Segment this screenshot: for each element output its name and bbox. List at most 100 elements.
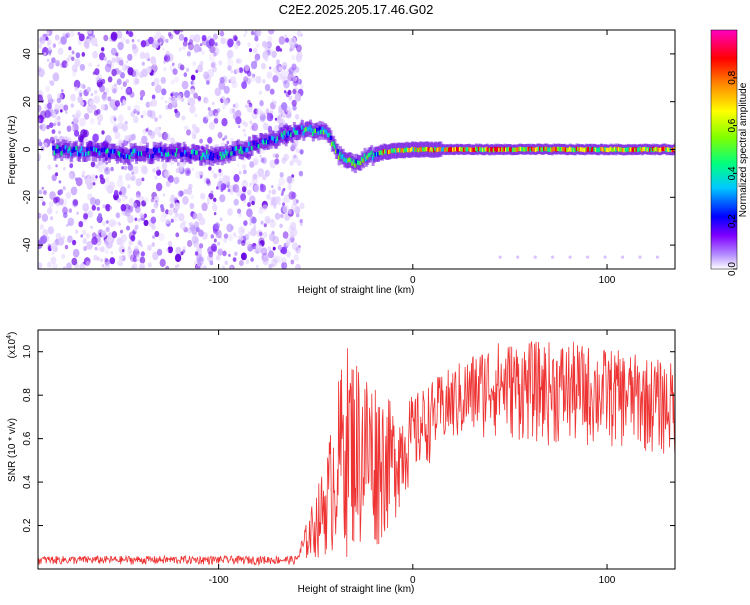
noise-speckle xyxy=(235,68,240,74)
noise-speckle xyxy=(70,126,75,131)
noise-speckle xyxy=(282,65,287,71)
noise-speckle xyxy=(82,170,86,175)
noise-speckle xyxy=(234,102,239,109)
noise-speckle xyxy=(155,182,163,192)
noise-speckle xyxy=(102,220,107,227)
noise-speckle xyxy=(112,123,120,133)
noise-speckle xyxy=(175,246,182,255)
noise-speckle xyxy=(74,177,78,181)
noise-speckle xyxy=(90,37,98,46)
noise-speckle xyxy=(286,176,293,184)
noise-speckle xyxy=(104,183,110,191)
noise-speckle xyxy=(127,163,134,171)
noise-speckle xyxy=(54,34,60,41)
noise-speckle xyxy=(169,203,174,209)
noise-speckle xyxy=(100,246,105,253)
noise-speckle xyxy=(143,219,149,227)
noise-speckle xyxy=(243,121,248,128)
noise-speckle xyxy=(278,118,286,128)
noise-speckle xyxy=(214,87,222,97)
noise-speckle xyxy=(227,208,233,216)
noise-speckle xyxy=(135,194,140,199)
noise-speckle xyxy=(259,154,262,159)
noise-speckle xyxy=(208,38,215,47)
noise-speckle xyxy=(116,197,122,203)
noise-speckle xyxy=(134,224,139,230)
noise-speckle xyxy=(282,231,289,239)
noise-speckle xyxy=(241,163,247,170)
noise-speckle xyxy=(177,190,183,198)
noise-speckle xyxy=(127,53,133,61)
noise-speckle xyxy=(119,240,125,247)
noise-speckle xyxy=(152,71,156,76)
noise-speckle xyxy=(223,99,229,106)
noise-speckle xyxy=(234,251,238,257)
snr-series-line xyxy=(38,341,675,566)
noise-speckle xyxy=(39,224,44,230)
noise-speckle xyxy=(90,197,97,206)
noise-speckle xyxy=(207,254,214,263)
noise-speckle xyxy=(287,209,292,215)
noise-speckle xyxy=(80,83,84,89)
noise-speckle xyxy=(291,191,297,199)
noise-speckle xyxy=(281,261,288,269)
noise-speckle xyxy=(169,33,174,40)
noise-speckle xyxy=(210,190,214,194)
noise-speckle xyxy=(193,34,201,43)
noise-speckle xyxy=(220,37,226,45)
noise-speckle xyxy=(107,96,112,102)
noise-speckle xyxy=(197,256,204,266)
noise-speckle xyxy=(127,214,134,224)
noise-speckle xyxy=(283,90,287,94)
noise-speckle xyxy=(145,128,149,132)
noise-speckle xyxy=(190,88,196,95)
noise-speckle xyxy=(113,189,119,196)
noise-speckle xyxy=(117,41,124,51)
noise-speckle xyxy=(180,30,184,33)
noise-speckle xyxy=(58,130,62,135)
noise-speckle xyxy=(212,204,218,212)
noise-speckle xyxy=(125,65,129,70)
noise-speckle xyxy=(268,250,275,259)
noise-speckle xyxy=(58,180,62,184)
noise-speckle xyxy=(118,191,122,196)
snr-ytick-label: 1.0 xyxy=(22,344,33,358)
noise-speckle xyxy=(296,213,300,218)
noise-speckle xyxy=(291,55,296,61)
noise-speckle xyxy=(51,110,57,117)
noise-speckle xyxy=(174,202,181,211)
noise-speckle xyxy=(170,218,174,223)
noise-speckle xyxy=(272,246,276,251)
noise-speckle xyxy=(295,199,299,204)
noise-speckle xyxy=(141,165,149,175)
noise-speckle xyxy=(57,116,61,121)
noise-speckle xyxy=(271,185,274,189)
noise-speckle xyxy=(54,117,61,126)
noise-speckle xyxy=(124,208,131,217)
noise-speckle xyxy=(102,204,106,209)
noise-speckle xyxy=(125,173,132,181)
noise-speckle xyxy=(38,118,41,123)
noise-speckle xyxy=(271,99,275,102)
noise-speckle xyxy=(262,174,267,181)
noise-speckle xyxy=(272,66,277,73)
noise-speckle xyxy=(252,183,259,193)
noise-speckle xyxy=(282,204,289,214)
noise-speckle xyxy=(110,166,114,172)
noise-speckle xyxy=(280,213,284,219)
noise-speckle xyxy=(285,37,289,43)
noise-speckle xyxy=(195,226,200,232)
noise-speckle xyxy=(288,38,295,46)
noise-speckle xyxy=(141,135,148,145)
noise-speckle xyxy=(95,164,99,169)
noise-speckle xyxy=(180,97,185,103)
noise-speckle xyxy=(38,66,42,73)
snr-marks xyxy=(38,341,675,566)
noise-speckle xyxy=(281,157,287,164)
noise-speckle xyxy=(250,30,255,36)
noise-speckle xyxy=(83,245,88,252)
noise-speckle xyxy=(187,97,193,104)
noise-speckle xyxy=(92,71,96,75)
noise-speckle xyxy=(125,30,129,35)
noise-speckle xyxy=(139,212,145,219)
